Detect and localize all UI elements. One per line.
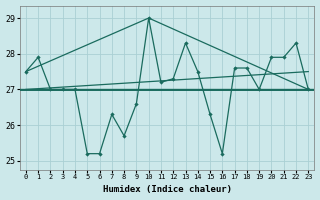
X-axis label: Humidex (Indice chaleur): Humidex (Indice chaleur) (103, 185, 232, 194)
